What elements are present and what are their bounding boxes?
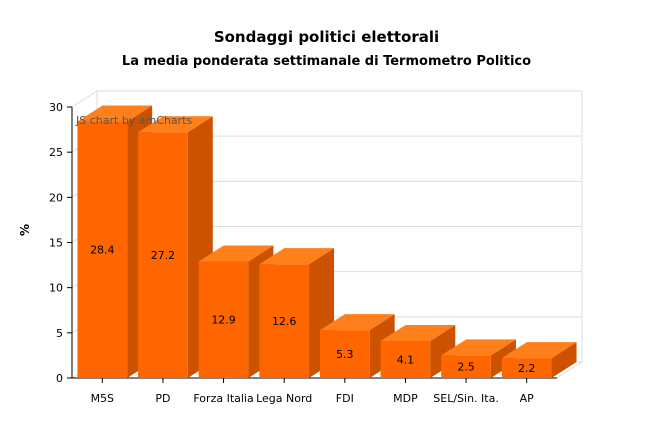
- bar: [138, 132, 188, 378]
- bar-value-label: 12.9: [211, 314, 236, 327]
- x-tick-label: Forza Italia: [193, 392, 253, 405]
- y-tick-label: 25: [49, 146, 63, 159]
- bar-top: [77, 105, 153, 122]
- chart-subtitle: La media ponderata settimanale di Termom…: [121, 54, 532, 69]
- y-tick-label: 15: [49, 237, 63, 250]
- y-tick-label: 5: [56, 327, 63, 340]
- bar-side: [551, 342, 577, 378]
- bar: [259, 264, 310, 378]
- bar-value-label: 4.1: [397, 353, 415, 366]
- bar-value-label: 27.2: [151, 249, 176, 262]
- y-tick-label: 30: [49, 101, 63, 114]
- x-tick-label: AP: [520, 392, 535, 405]
- bar: [319, 330, 370, 378]
- bar-value-label: 5.3: [336, 348, 354, 361]
- bar-value-label: 2.2: [518, 362, 536, 375]
- bar: [77, 121, 128, 378]
- bar: [441, 355, 491, 378]
- bar-top: [380, 324, 456, 341]
- y-tick-label: 0: [56, 372, 63, 385]
- bar-top: [501, 342, 577, 359]
- bar-top: [441, 339, 516, 356]
- x-tick-label: M5S: [91, 392, 114, 405]
- x-tick-label: SEL/Sin. Ita.: [433, 392, 499, 405]
- bar-value-label: 28.4: [90, 244, 115, 257]
- bar-top: [198, 245, 274, 262]
- bar: [501, 358, 552, 378]
- x-tick-label: MDP: [393, 392, 418, 405]
- bar-top: [259, 248, 335, 265]
- grid-line: [71, 90, 582, 108]
- x-tick-label: FDI: [336, 392, 354, 405]
- bar: [198, 261, 249, 378]
- chart-credit[interactable]: JS chart by amCharts: [76, 114, 193, 127]
- bar-top: [319, 314, 395, 331]
- bar-top: [138, 116, 213, 133]
- bar: [380, 340, 431, 378]
- bar-value-label: 2.5: [457, 361, 475, 374]
- x-tick-label: Lega Nord: [256, 392, 312, 405]
- bar-value-label: 12.6: [272, 315, 297, 328]
- x-tick-label: PD: [155, 392, 170, 405]
- y-tick-label: 20: [49, 191, 63, 204]
- y-tick-label: 10: [49, 282, 63, 295]
- chart-title: Sondaggi politici elettorali: [213, 28, 440, 46]
